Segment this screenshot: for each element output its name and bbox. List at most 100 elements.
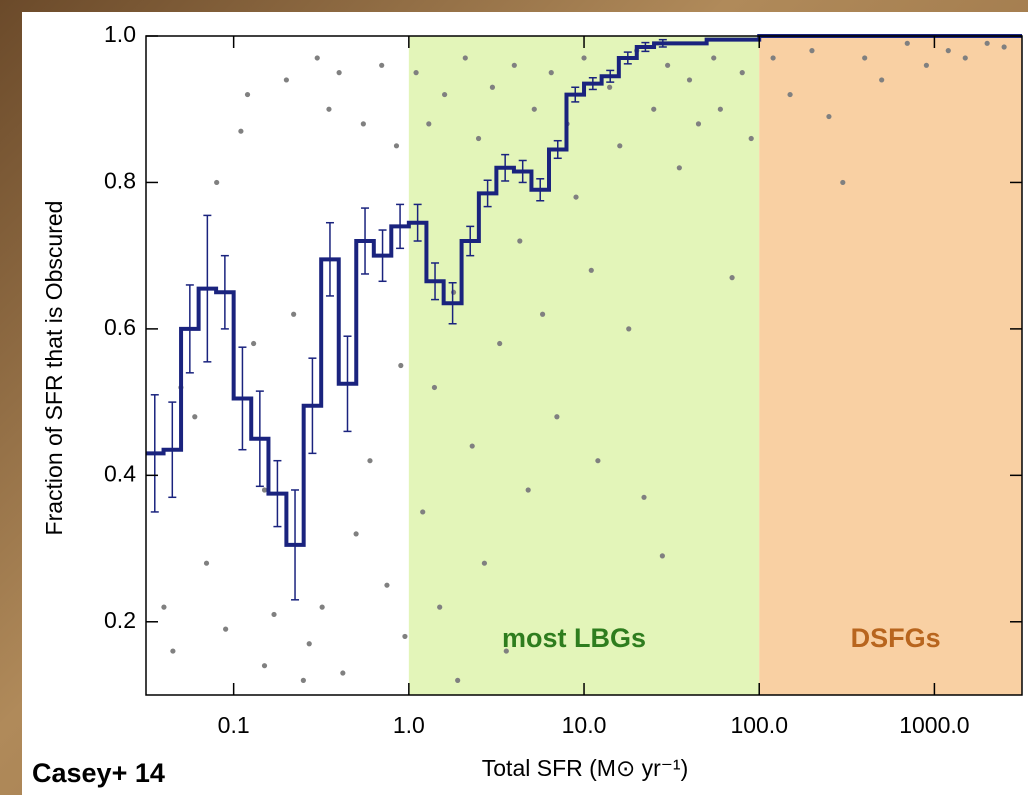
scatter-point [442, 91, 448, 98]
scatter-point [525, 487, 531, 493]
plot-layer: most LBGs DSFGs 0.2 0.4 0.6 0.8 1.0 0.1 1.0 10.0 1… [104, 21, 1023, 738]
scatter-point [291, 311, 297, 317]
scatter-point [271, 611, 277, 618]
scatter-point [469, 443, 475, 449]
scatter-point [170, 648, 176, 654]
scatter-point [607, 84, 613, 90]
scatter-point [945, 48, 951, 54]
scatter-point [497, 340, 503, 347]
scatter-point [809, 48, 815, 54]
scatter-point [984, 40, 990, 46]
scatter-point [203, 560, 210, 566]
scatter-point [489, 84, 496, 90]
scatter-point [353, 531, 359, 537]
region [408, 36, 760, 695]
scatter-point [1001, 44, 1007, 50]
scatter-point [360, 121, 366, 127]
y-axis-label: Fraction of SFR that is Obscured [41, 201, 67, 536]
scatter-point [651, 106, 657, 112]
x-tick-label: 0.1 [218, 712, 250, 738]
scatter-point [748, 135, 754, 142]
scatter-point [826, 113, 832, 120]
x-tick-label: 1000.0 [899, 712, 969, 738]
scatter-point [548, 70, 554, 76]
scatter-point [686, 77, 693, 83]
scatter-point [431, 384, 438, 391]
scatter-point [695, 121, 702, 127]
x-tick-label: 100.0 [730, 712, 788, 738]
scatter-point [770, 55, 776, 61]
region [759, 36, 1022, 695]
x-axis-label: Total SFR (M⊙ yr⁻¹) [482, 755, 688, 781]
scatter-point [192, 414, 198, 420]
scatter-point [437, 604, 443, 610]
scatter-point [554, 414, 560, 420]
scatter-point [261, 487, 268, 493]
scatter-point [539, 311, 546, 317]
scatter-point [665, 62, 671, 68]
y-tick-label: 0.6 [104, 314, 136, 340]
scatter-point [588, 267, 594, 273]
region-label: most LBGs [502, 623, 646, 653]
scatter-point [420, 509, 426, 515]
credit: Casey+ 14 [32, 758, 165, 788]
scatter-point [251, 340, 257, 347]
scatter-point [238, 128, 244, 134]
x-tick-label: 10.0 [562, 712, 607, 738]
scatter-point [214, 179, 220, 186]
scatter-point [641, 494, 647, 500]
scatter-point [367, 458, 373, 464]
scatter-point [398, 362, 404, 369]
scatter-point [450, 289, 457, 295]
scatter-point [739, 70, 745, 76]
scatter-point [283, 77, 289, 83]
scatter-point [319, 604, 325, 610]
scatter-point [711, 55, 717, 61]
scatter-point [879, 77, 885, 83]
scatter-point [336, 70, 342, 76]
y-tick-label: 0.8 [104, 168, 136, 194]
scatter-point [729, 275, 735, 281]
scatter-point [462, 55, 468, 61]
scatter-point [223, 626, 229, 632]
scatter-point [340, 670, 346, 676]
scatter-point [384, 582, 390, 588]
region-label: DSFGs [851, 623, 941, 653]
scatter-point [862, 55, 868, 61]
scatter-point [393, 143, 400, 149]
scatter-point [326, 106, 332, 112]
y-tick-label: 0.2 [104, 607, 136, 633]
scatter-point [475, 135, 482, 142]
scatter-point [617, 143, 623, 149]
scatter-point [314, 55, 320, 61]
scatter-point [595, 458, 601, 464]
scatter-point [676, 165, 682, 171]
scatter-point [161, 604, 167, 610]
scatter-point [923, 62, 929, 68]
step-line [146, 34, 1022, 547]
scatter-point [840, 179, 846, 186]
scatter-point [306, 641, 312, 647]
scatter-point [511, 62, 517, 68]
scatter-point [300, 677, 306, 683]
scatter-point [481, 560, 488, 566]
scatter-point [573, 194, 579, 200]
scatter-point [581, 55, 587, 61]
scatter-point [261, 663, 268, 669]
scatter-point [531, 106, 537, 112]
scatter-point [904, 40, 910, 46]
y-tick-label: 0.4 [104, 460, 136, 486]
scatter-point [503, 648, 509, 654]
y-tick-label: 1.0 [104, 21, 136, 47]
scatter-point [787, 91, 793, 98]
scatter-point [402, 633, 408, 640]
scatter-point [426, 121, 432, 127]
scatter-point [659, 553, 665, 559]
scatter-point [455, 677, 461, 683]
scatter-point [626, 326, 632, 332]
scatter-point [244, 91, 251, 98]
scatter-point [717, 106, 723, 112]
x-tick-label: 1.0 [393, 712, 425, 738]
